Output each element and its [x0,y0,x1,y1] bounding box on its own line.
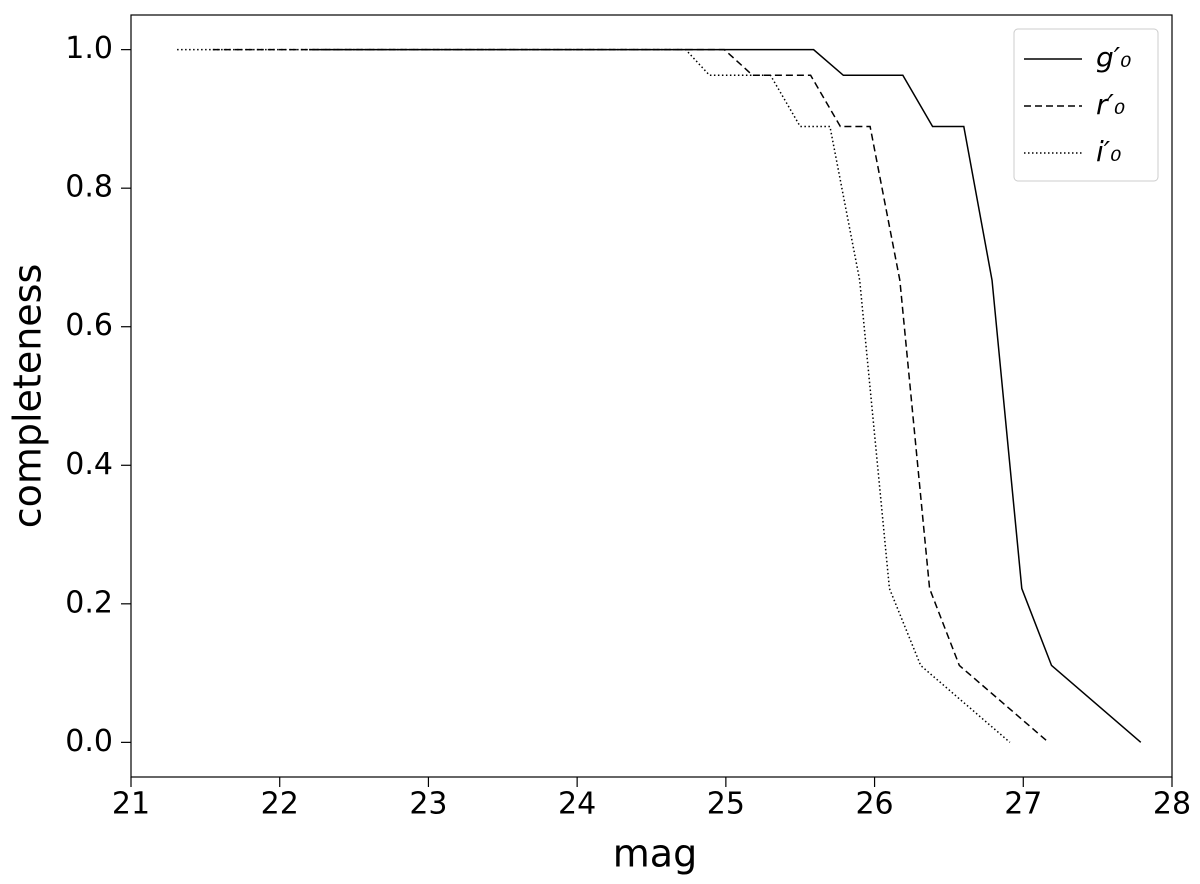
x-tick-label: 21 [112,787,150,822]
x-axis-label: mag [613,832,697,876]
plot-frame [130,14,1173,778]
y-tick-label: 0.2 [65,585,113,620]
y-tick-label: 0.0 [65,724,113,759]
line-series [212,48,1050,743]
x-tick-label: 22 [261,787,299,822]
x-tick-label: 28 [1153,787,1191,822]
x-tick-label: 24 [558,787,596,822]
y-tick-label: 1.0 [65,31,113,66]
y-axis-label: completeness [6,264,50,529]
line-series [309,48,1142,743]
legend-label: i′₀ [1096,135,1121,168]
x-tick-label: 26 [855,787,893,822]
y-tick-label: 0.8 [65,170,113,205]
x-tick-label: 23 [409,787,447,822]
legend-label: r′₀ [1096,88,1125,121]
legend-label: g′₀ [1096,41,1131,74]
line-series [177,48,1011,743]
y-tick-label: 0.4 [65,447,113,482]
x-tick-label: 27 [1004,787,1042,822]
x-tick-label: 25 [707,787,745,822]
legend-box [1013,28,1159,182]
y-tick-label: 0.6 [65,308,113,343]
